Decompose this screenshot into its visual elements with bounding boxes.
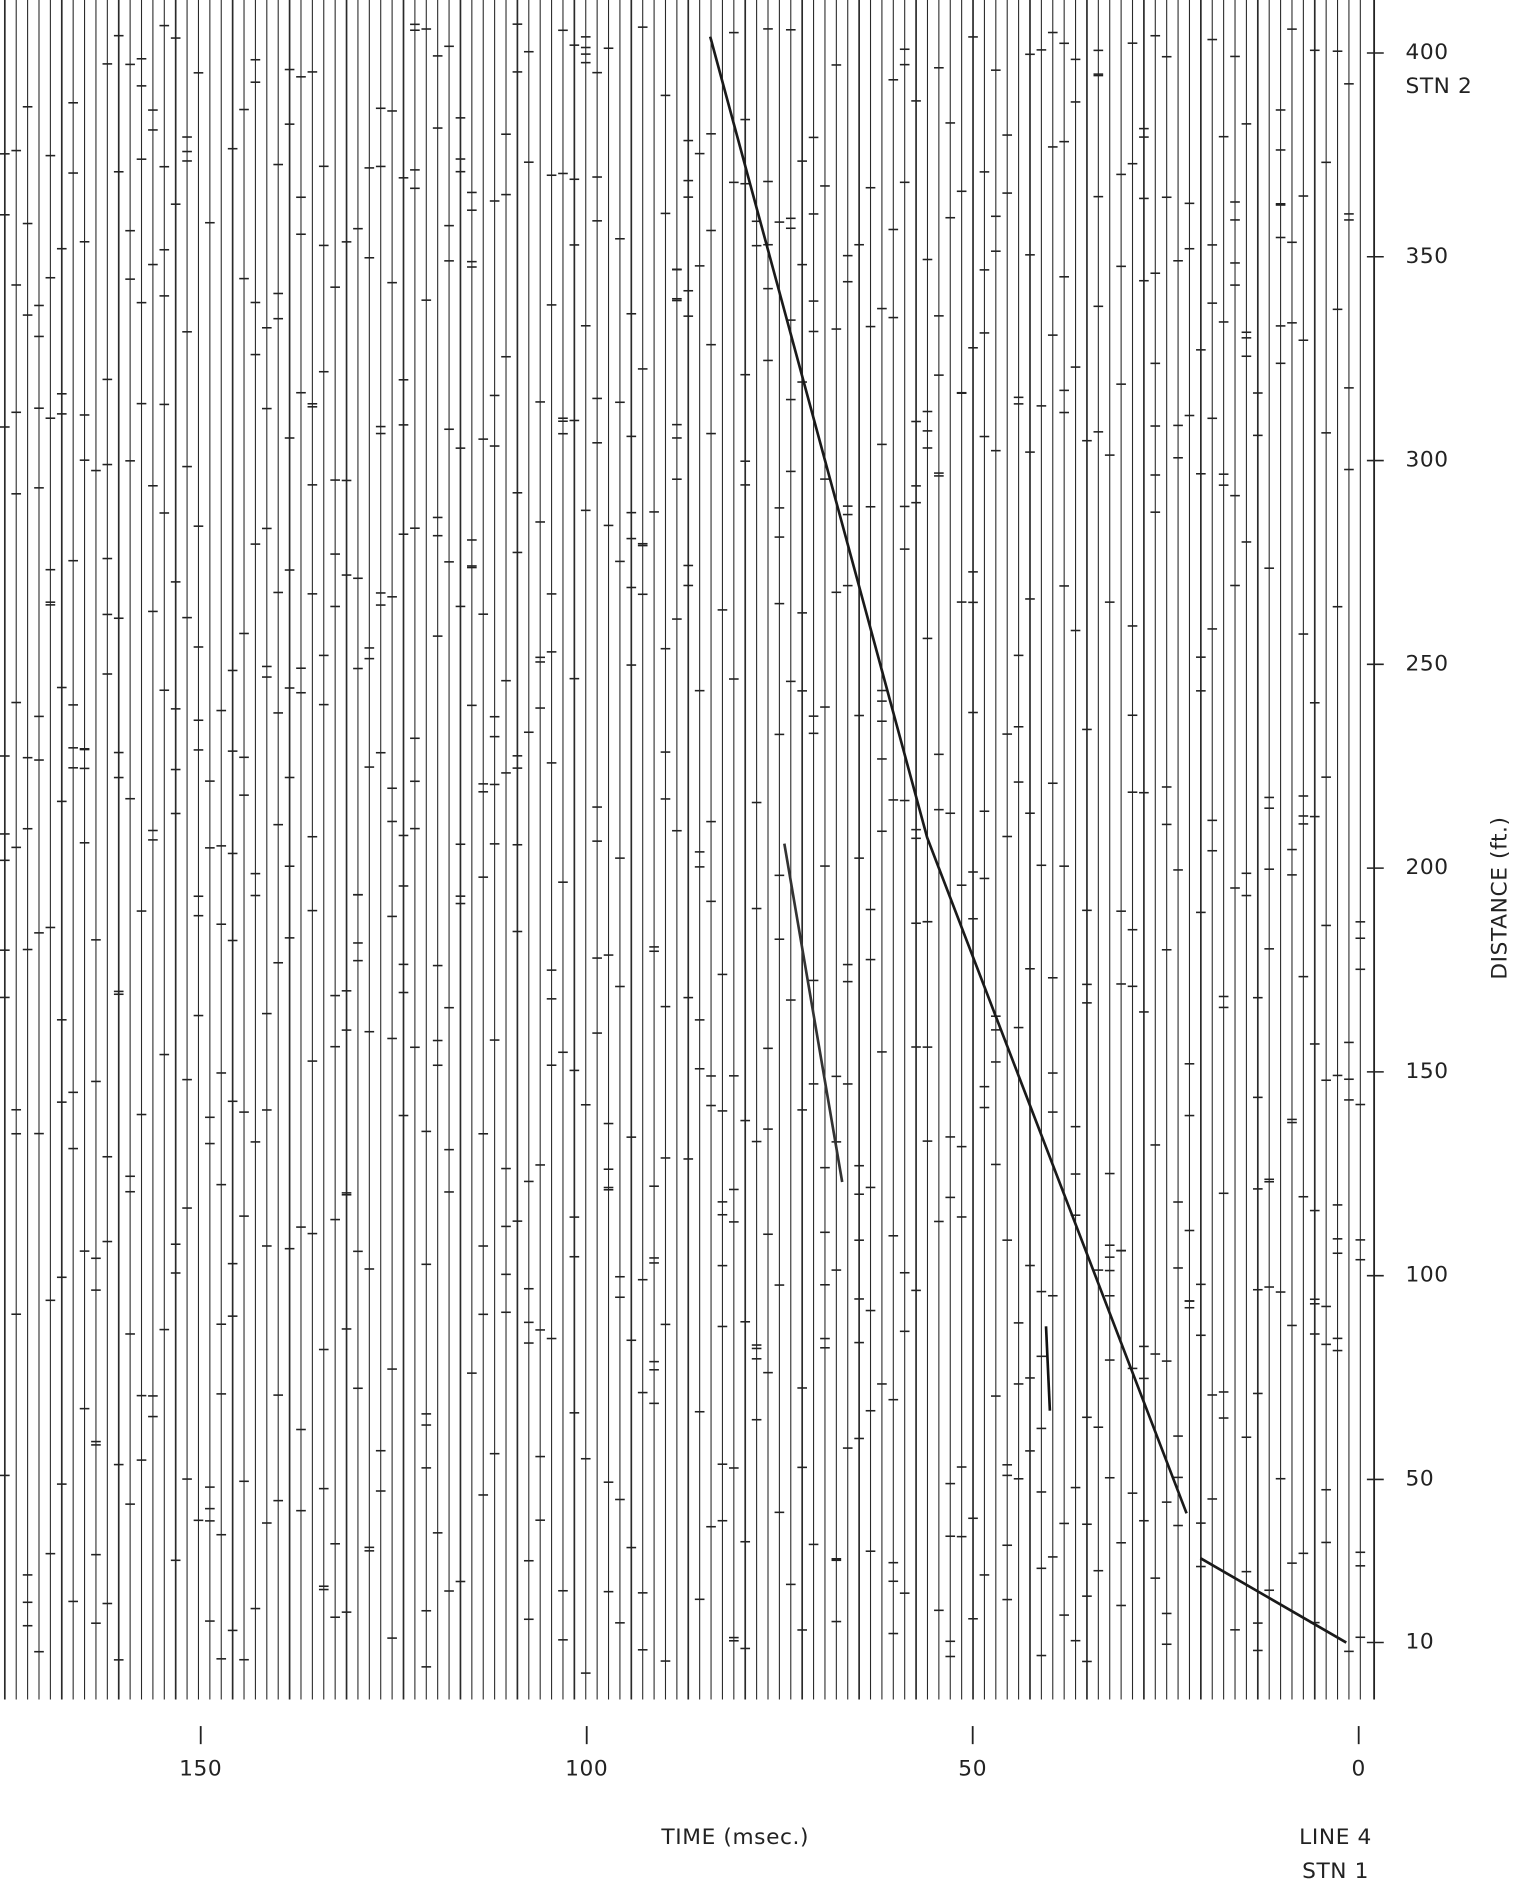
chart: DISTANCE (ft.) TIME (msec.) LINE 4 STN 1… (0, 0, 1526, 1890)
y-tick-label: 100 (1405, 1263, 1448, 1288)
x-axis-label: TIME (msec.) (660, 1825, 809, 1850)
first-arrival-line (1046, 1326, 1050, 1410)
first-arrival-line (710, 37, 1346, 1643)
page: {"chart_data": { "type": "line", "x_labe… (0, 0, 1526, 1890)
y-tick-label: 10 (1405, 1629, 1434, 1654)
y-tick-label: 350 (1405, 244, 1448, 269)
y-tick-label: 150 (1405, 1059, 1448, 1084)
x-tick-label: 150 (179, 1756, 222, 1781)
y-tick-label: 400 (1405, 40, 1448, 65)
y-tick-label: 50 (1405, 1466, 1434, 1491)
station-annotation: STN 2 (1405, 74, 1472, 99)
x-tick-label: 0 (1351, 1756, 1365, 1781)
x-tick-label: 50 (958, 1756, 987, 1781)
footer-station: STN 1 (1302, 1859, 1369, 1884)
x-tick-label: 100 (565, 1756, 608, 1781)
y-tick-label: 300 (1405, 448, 1448, 473)
footer-line: LINE 4 (1299, 1825, 1372, 1850)
y-tick-label: 200 (1405, 855, 1448, 880)
y-axis-label: DISTANCE (ft.) (1488, 816, 1513, 979)
y-tick-label: 250 (1405, 651, 1448, 676)
